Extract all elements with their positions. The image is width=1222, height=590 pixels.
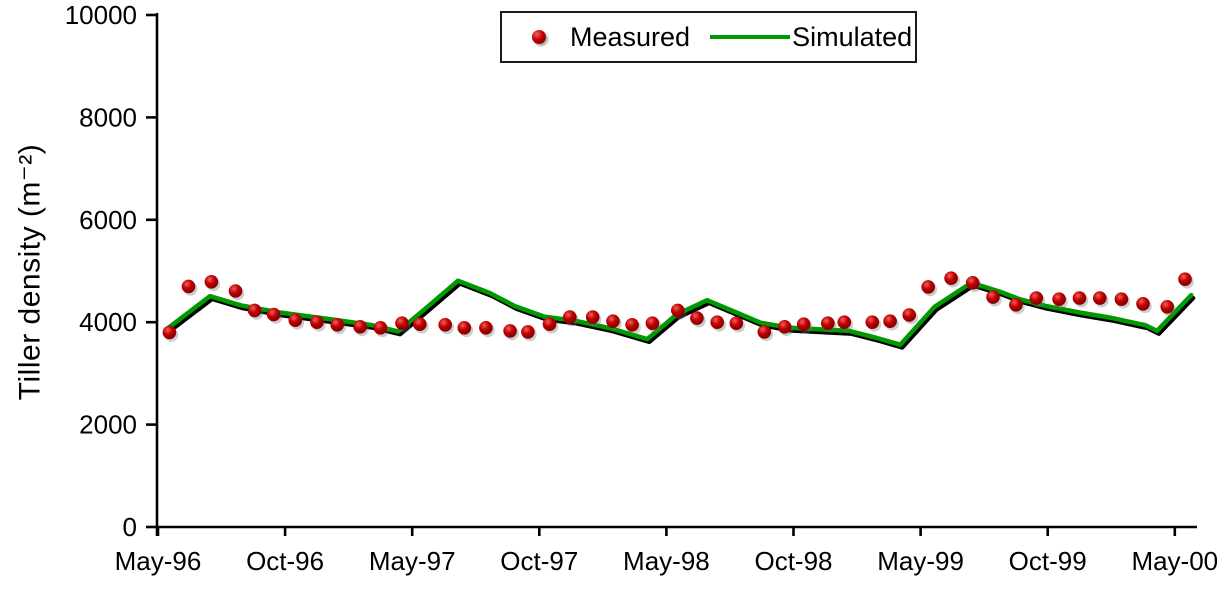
data-point [902,308,916,322]
y-axis-labels: 0 2000 4000 6000 8000 10000 [65,0,137,542]
x-axis-tick-label: May-97 [369,546,456,576]
data-point [757,325,772,339]
data-point [837,315,852,330]
data-point [373,321,388,335]
data-point [965,276,980,290]
data-point [821,316,835,331]
y-axis-tick-label: 4000 [79,307,137,337]
data-point [883,314,897,329]
data-point [457,321,472,335]
data-point [247,303,262,318]
data-point [266,307,281,322]
data-point [729,316,744,331]
data-point [986,290,1000,304]
measured-series [162,271,1194,342]
data-point [777,320,792,334]
data-point [1009,298,1023,312]
legend-label-simulated: Simulated [792,21,913,52]
y-axis-tick-label: 10000 [65,0,137,30]
data-point [288,313,303,328]
data-point [162,325,177,340]
data-point [521,325,535,339]
data-point [1052,292,1066,307]
data-point [796,317,811,332]
data-point [413,317,427,332]
legend-label-measured: Measured [570,21,691,52]
data-point [353,320,367,334]
legend: Measured Simulated [500,11,917,63]
x-axis-tick-label: Oct-98 [754,546,832,576]
data-point [710,315,724,330]
x-axis-tick-label: Oct-99 [1009,546,1087,576]
data-point [690,311,704,325]
x-axis-tick-label: May-96 [115,546,202,576]
data-point [1178,272,1192,287]
data-point [542,317,557,332]
data-point [1136,297,1150,311]
data-point [944,271,958,286]
data-point [671,303,685,318]
data-point [645,316,660,331]
simulated-line-icon [710,35,791,39]
x-axis-tick-label: Oct-96 [246,546,324,576]
x-axis-tick-label: May-98 [623,546,710,576]
data-point [585,310,600,324]
data-point [1160,300,1174,314]
x-axis-tick-label: Oct-97 [500,546,578,576]
data-point [181,279,196,294]
x-axis-tick-label: May-00 [1131,546,1218,576]
data-point [479,321,493,335]
data-point [228,284,243,298]
data-point [865,315,880,330]
data-point [503,324,517,338]
y-axis-tick-label: 6000 [79,205,137,235]
data-point [310,315,324,330]
data-point [1072,291,1087,305]
data-point [330,318,345,332]
data-point [606,314,620,329]
x-axis-tick-label: May-99 [877,546,964,576]
data-point [395,316,409,331]
data-point [625,318,639,332]
y-axis-tick-label: 0 [123,512,137,542]
y-axis-tick-label: 2000 [79,410,137,440]
data-point [438,318,453,332]
axes [146,13,1197,536]
data-point [1093,291,1107,305]
x-axis-labels: May-96 Oct-96 May-97 Oct-97 May-98 Oct-98 May-… [115,546,1219,576]
data-point [921,280,935,294]
data-point [1029,291,1044,305]
data-point [563,310,577,324]
data-point [1114,292,1129,307]
y-axis-tick-label: 8000 [79,102,137,132]
measured-marker-icon [532,30,546,44]
data-point [204,275,219,289]
